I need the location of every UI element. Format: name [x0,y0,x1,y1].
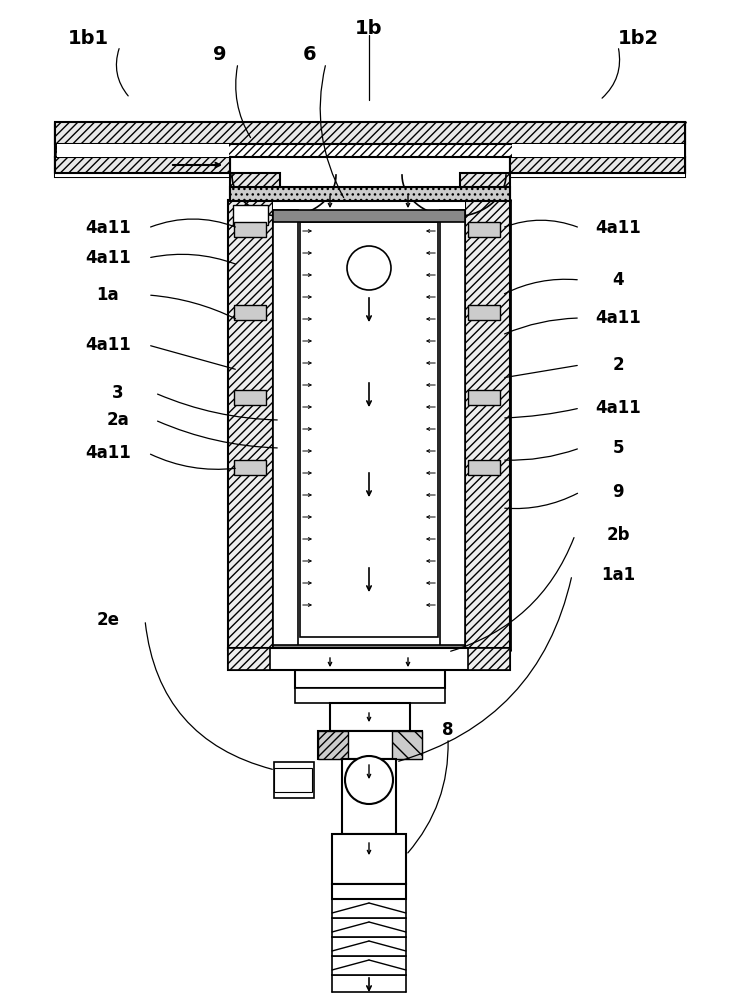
Text: 4a11: 4a11 [595,219,641,237]
Text: 2: 2 [613,356,624,374]
Text: 8: 8 [442,721,454,739]
Bar [510,157,685,173]
Bar [510,157,685,177]
Bar [468,305,500,320]
Bar [318,731,348,759]
Text: 9: 9 [213,45,227,64]
Text: 4a11: 4a11 [595,309,641,327]
Bar [510,157,685,177]
Bar [295,670,445,688]
Text: 4a11: 4a11 [85,336,131,354]
Bar [468,222,500,237]
Text: 9: 9 [613,483,624,501]
Bar [55,157,230,177]
Bar [465,200,510,650]
Bar [468,648,510,670]
Bar [342,759,396,834]
Text: 2a: 2a [106,411,129,429]
Text: 1b: 1b [355,18,383,37]
Text: 4: 4 [613,271,624,289]
Bar [234,390,266,405]
Text: 2e: 2e [97,611,120,629]
Bar [273,645,465,653]
Bar [233,205,268,225]
Bar [234,305,266,320]
Bar [228,648,270,670]
Bar [273,210,465,222]
Bar [300,222,438,637]
Bar [274,762,314,798]
Bar [230,187,510,201]
Bar [318,731,422,759]
Bar [55,125,685,157]
Circle shape [345,756,393,804]
Text: 4a11: 4a11 [595,399,641,417]
Bar [55,157,230,173]
Bar [230,173,280,201]
Text: 5: 5 [613,439,624,457]
Bar [392,731,422,759]
Bar [228,648,510,670]
Text: 1b1: 1b1 [67,28,108,47]
Text: 4a11: 4a11 [85,249,131,267]
Bar [460,173,510,201]
Text: 4a11: 4a11 [85,219,131,237]
Text: 6: 6 [303,45,317,64]
Text: 3: 3 [112,384,124,402]
Bar [57,144,229,157]
Text: 1a1: 1a1 [601,566,635,584]
Bar [55,125,685,157]
Text: 2b: 2b [606,526,630,544]
Text: 1a: 1a [97,286,120,304]
Bar [234,460,266,475]
Bar [512,144,684,157]
Bar [295,688,445,703]
Bar [274,768,312,792]
Text: 4a11: 4a11 [85,444,131,462]
Bar [440,210,465,650]
Bar [332,884,406,899]
Bar [234,222,266,237]
Text: 1b2: 1b2 [618,28,658,47]
Bar [273,210,298,650]
Bar [55,122,685,144]
Bar [332,834,406,884]
Bar [330,703,410,731]
Bar [228,200,273,650]
Bar [468,390,500,405]
Bar [273,200,465,650]
Bar [55,157,230,177]
Bar [468,460,500,475]
